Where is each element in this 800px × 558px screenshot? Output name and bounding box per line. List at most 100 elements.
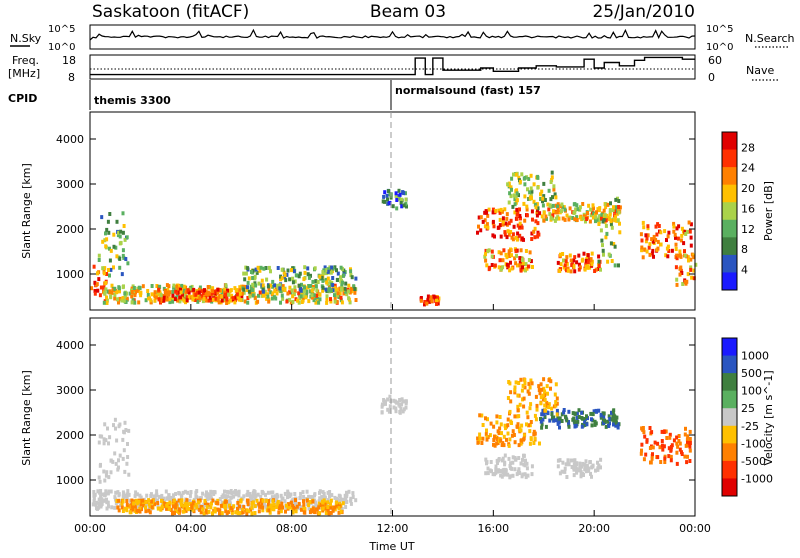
xtick-label-0: 00:00 [74, 522, 106, 535]
noise-left-label: N.Sky [10, 32, 42, 45]
freq-right-tick-bottom: 0 [708, 71, 715, 84]
freq-left-label-2: [MHz] [8, 67, 40, 80]
colorbar-tick-5: 24 [741, 162, 755, 175]
cpid-program-2: normalsound (fast) 157 [395, 84, 541, 97]
power-region-4 [241, 265, 358, 294]
power-heatmap [90, 170, 698, 307]
power-region-9 [506, 170, 558, 211]
velocity-region-0 [91, 489, 358, 511]
velocity-region-8 [506, 377, 559, 417]
colorbar-tick-4: 20 [741, 182, 755, 195]
velocity-region-6 [539, 408, 621, 430]
power-region-6 [419, 294, 441, 307]
colorbar-swatch-7 [722, 254, 737, 273]
power-yaxis: 1000 2000 3000 4000 [56, 133, 695, 281]
freq-left-tick-top: 18 [62, 54, 76, 67]
colorbar-swatch-8 [722, 478, 737, 497]
velocity-region-9 [639, 426, 692, 466]
noise-left-tick-bottom: 10^0 [48, 42, 75, 53]
noise-right-label: N.Search [745, 32, 795, 45]
colorbar-swatch-6 [722, 443, 737, 462]
freq-right-label: Nave [746, 64, 774, 77]
colorbar-tick-4: -25 [741, 420, 759, 433]
velocity-ylabel: Slant Range [km] [20, 370, 33, 466]
colorbar-swatch-2 [722, 373, 737, 392]
ytick-label-1: 2000 [56, 223, 84, 236]
ytick-label-1: 2000 [56, 429, 84, 442]
freq-right-tick-top: 60 [708, 54, 722, 67]
colorbar-tick-6: -500 [741, 455, 766, 468]
colorbar-swatch-1 [722, 149, 737, 168]
velocity-region-7 [556, 457, 603, 479]
velocity-region-4 [476, 413, 541, 448]
colorbar-tick-6: 28 [741, 141, 755, 154]
power-region-7 [476, 207, 542, 242]
colorbar-tick-3: 16 [741, 202, 755, 215]
ytick-label-3: 4000 [56, 339, 84, 352]
power-ylabel: Slant Range [km] [20, 163, 33, 259]
freq-panel-frame [89, 54, 696, 80]
colorbar-tick-1: 8 [741, 243, 748, 256]
xtick-label-1: 04:00 [175, 522, 207, 535]
colorbar-swatch-1 [722, 355, 737, 374]
colorbar-swatch-0 [722, 338, 737, 357]
colorbar-swatch-5 [722, 219, 737, 238]
velocity-yaxis: 1000 2000 3000 4000 [56, 339, 695, 487]
colorbar-swatch-7 [722, 460, 737, 479]
xtick-label-6: 00:00 [679, 522, 711, 535]
velocity-region-5 [484, 453, 534, 480]
colorbar-tick-0: 1000 [741, 350, 769, 363]
xtick-label-3: 12:00 [377, 522, 409, 535]
noise-sky-line [89, 28, 696, 41]
colorbar-swatch-3 [722, 390, 737, 409]
power-region-12 [594, 196, 622, 268]
ytick-label-3: 4000 [56, 133, 84, 146]
colorbar-swatch-3 [722, 184, 737, 203]
xlabel: Time UT [368, 540, 414, 553]
colorbar-tick-2: 100 [741, 385, 762, 398]
colorbar-swatch-4 [722, 202, 737, 221]
velocity-region-2 [115, 498, 345, 516]
date-title: 25/Jan/2010 [592, 2, 695, 22]
xtick-label-2: 08:00 [276, 522, 308, 535]
colorbar-tick-7: -1000 [741, 472, 773, 485]
cpid-label: CPID [8, 92, 37, 105]
freq-left-tick-bottom: 8 [68, 71, 75, 84]
time-axis: 00:00 04:00 08:00 12:00 16:00 20:00 00:00 [74, 304, 711, 535]
beam-title: Beam 03 [370, 2, 446, 22]
freq-left-label-1: Freq. [12, 54, 39, 67]
noise-panel-frame [89, 24, 696, 50]
power-region-8 [483, 247, 534, 273]
colorbar-swatch-5 [722, 425, 737, 444]
colorbar-swatch-2 [722, 167, 737, 186]
cpid-program-1: themis 3300 [94, 94, 171, 107]
power-colorbar-label: Power [dB] [762, 181, 775, 241]
velocity-colorbar-label: Velocity [m s^-1] [762, 370, 775, 465]
colorbar-swatch-8 [722, 272, 737, 291]
power-region-1 [97, 211, 130, 278]
nave-step-line [90, 56, 695, 76]
power-region-3 [153, 287, 244, 303]
station-title: Saskatoon (fitACF) [92, 2, 249, 22]
power-region-11 [556, 251, 602, 274]
colorbar-tick-2: 12 [741, 223, 755, 236]
colorbar-tick-1: 500 [741, 367, 762, 380]
power-region-14 [674, 249, 698, 287]
colorbar-swatch-0 [722, 132, 737, 151]
colorbar-tick-3: 25 [741, 402, 755, 415]
velocity-region-3 [380, 394, 408, 415]
noise-left-tick-top: 10^5 [48, 24, 75, 35]
xtick-label-4: 16:00 [477, 522, 509, 535]
colorbar-tick-5: -100 [741, 437, 766, 450]
ytick-label-0: 1000 [56, 268, 84, 281]
colorbar-frame [721, 131, 738, 291]
power-region-5 [381, 188, 408, 211]
velocity-colorbar: 1000 500 100 25 -25 -100 -500 -1000 [721, 337, 773, 497]
velocity-region-1 [97, 417, 131, 484]
ytick-label-2: 3000 [56, 384, 84, 397]
power-region-13 [639, 220, 693, 260]
colorbar-swatch-4 [722, 408, 737, 427]
colorbar-tick-0: 4 [741, 264, 748, 277]
